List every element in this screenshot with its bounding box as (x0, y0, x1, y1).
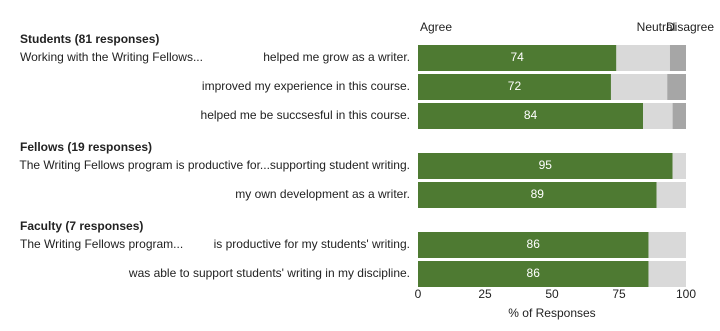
bar-segment (667, 74, 686, 100)
category-label: my own development as a writer. (235, 187, 410, 201)
bar-segment (616, 45, 670, 71)
bar-segment (669, 45, 686, 71)
x-tick-label: 0 (415, 287, 422, 301)
bar-segment (610, 74, 668, 100)
category-label: improved my experience in this course. (202, 79, 410, 93)
bar-segment (648, 261, 686, 287)
value-label: 74 (510, 50, 524, 64)
bar-segment (418, 261, 649, 287)
row-prefix: Working with the Writing Fellows... (20, 50, 203, 64)
x-axis-label: % of Responses (508, 306, 595, 320)
bar-segment (643, 103, 673, 129)
x-tick-label: 25 (478, 287, 492, 301)
legend-label: Neutral (637, 20, 676, 34)
bar-segment (418, 232, 649, 258)
category-label: helped me be succsesful in this course. (201, 108, 410, 122)
bar-segment (648, 232, 686, 258)
category-label: is productive for my students' writing. (214, 237, 410, 251)
category-label: helped me grow as a writer. (263, 50, 410, 64)
bar-segment (418, 74, 611, 100)
group-title: Students (81 responses) (20, 32, 159, 46)
group-title: Fellows (19 responses) (20, 140, 152, 154)
group-title: Faculty (7 responses) (20, 219, 143, 233)
legend-label: Agree (420, 20, 452, 34)
bar-segment (656, 182, 686, 208)
value-label: 84 (524, 108, 538, 122)
x-tick-label: 100 (676, 287, 696, 301)
value-label: 86 (527, 237, 541, 251)
category-label: The Writing Fellows program is productiv… (19, 158, 410, 172)
legend-label: Disagree (666, 20, 714, 34)
bar-segment (672, 153, 686, 179)
x-tick-label: 75 (612, 287, 626, 301)
x-tick-label: 50 (545, 287, 559, 301)
bar-segment (418, 182, 657, 208)
bar-segment (418, 45, 617, 71)
category-label: was able to support students' writing in… (128, 266, 410, 280)
value-label: 89 (531, 187, 545, 201)
bar-segment (418, 153, 673, 179)
bar-segment (418, 103, 644, 129)
value-label: 95 (539, 158, 553, 172)
value-label: 86 (527, 266, 541, 280)
row-prefix: The Writing Fellows program... (20, 237, 183, 251)
value-label: 72 (508, 79, 522, 93)
bar-segment (672, 103, 686, 129)
